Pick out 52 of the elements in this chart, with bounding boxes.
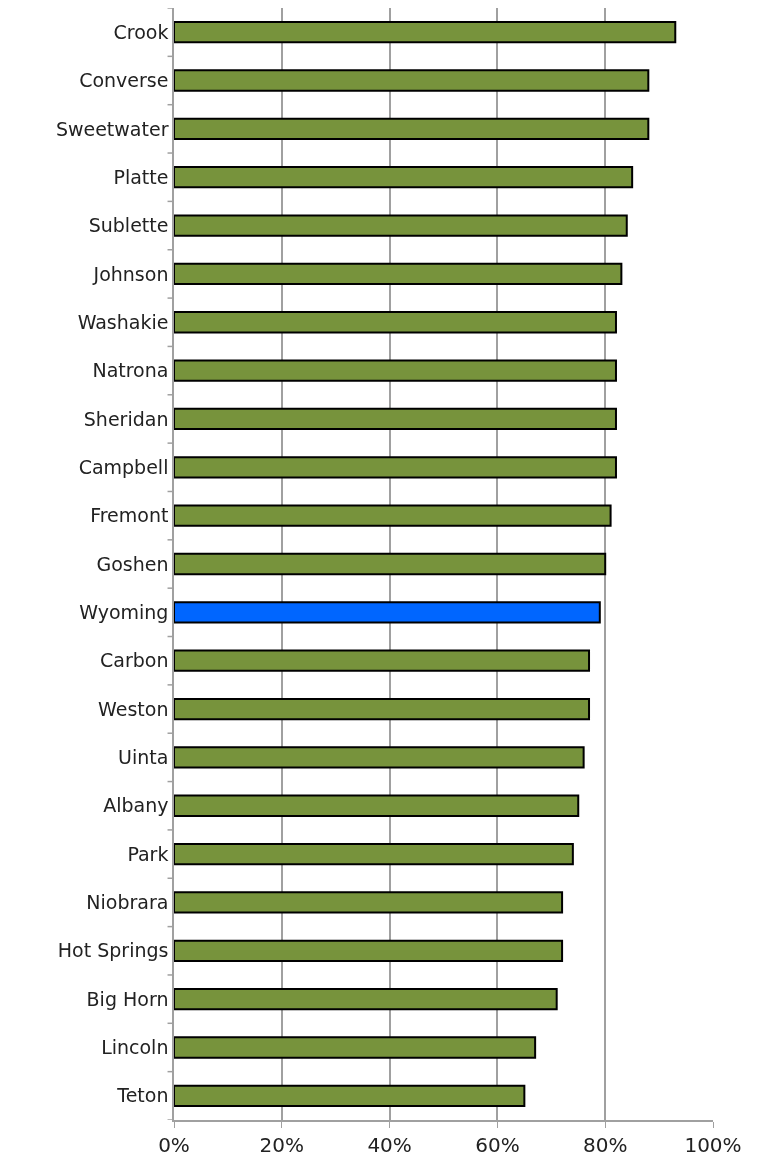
bar: [174, 117, 650, 141]
y-tick-label: Park: [127, 842, 169, 865]
y-tick-label: Goshen: [96, 552, 169, 575]
y-tick-label: Lincoln: [101, 1036, 169, 1059]
bar: [174, 939, 564, 962]
x-tick-label: 100%: [684, 1132, 742, 1157]
y-tick-label: Washakie: [77, 310, 169, 333]
bar: [174, 552, 607, 576]
y-tick-label: Hot Springs: [57, 939, 169, 962]
y-tick-label: Converse: [79, 69, 169, 92]
bar: [174, 262, 623, 286]
y-tick-label: Sublette: [88, 214, 169, 237]
y-tick-label: Big Horn: [86, 987, 169, 1010]
bar: [174, 794, 580, 817]
x-tick-label: 80%: [582, 1132, 628, 1157]
y-tick-label: Sheridan: [83, 407, 169, 430]
y-tick-label: Albany: [103, 794, 169, 817]
bar: [174, 214, 628, 237]
bar: [174, 649, 591, 672]
bar: [174, 891, 564, 914]
x-tick-label: 60%: [475, 1132, 520, 1157]
y-tick-label: Niobrara: [86, 891, 169, 914]
bar: [174, 504, 612, 527]
y-tick-label: Johnson: [92, 262, 169, 285]
y-tick-label: Crook: [113, 20, 169, 43]
y-tick-label: Carbon: [100, 649, 169, 672]
bar: [174, 1084, 526, 1107]
bar: [174, 21, 677, 44]
bar: [174, 69, 650, 92]
bar: [174, 166, 634, 189]
y-tick-label: Natrona: [92, 359, 169, 382]
bar: [174, 1036, 537, 1059]
bar: [174, 359, 617, 382]
bar: [174, 987, 558, 1011]
y-tick-label: Teton: [116, 1084, 169, 1107]
bar: [174, 407, 617, 431]
bar: [174, 456, 617, 479]
bar: [174, 601, 601, 624]
y-tick-label: Uinta: [118, 746, 169, 769]
y-tick-label: Fremont: [90, 504, 169, 527]
x-tick-label: 40%: [367, 1132, 412, 1157]
y-tick-label: Sweetwater: [55, 117, 169, 140]
y-tick-label: Weston: [98, 697, 169, 720]
bar: [174, 697, 591, 721]
y-tick-label: Campbell: [78, 455, 169, 478]
y-tick-label: Platte: [113, 165, 169, 188]
bar: [174, 842, 574, 866]
x-tick-label: 20%: [259, 1132, 305, 1157]
bar: [174, 746, 585, 769]
bar: [174, 311, 617, 334]
x-tick-label: 0%: [158, 1132, 190, 1157]
y-tick-label: Wyoming: [79, 601, 169, 623]
